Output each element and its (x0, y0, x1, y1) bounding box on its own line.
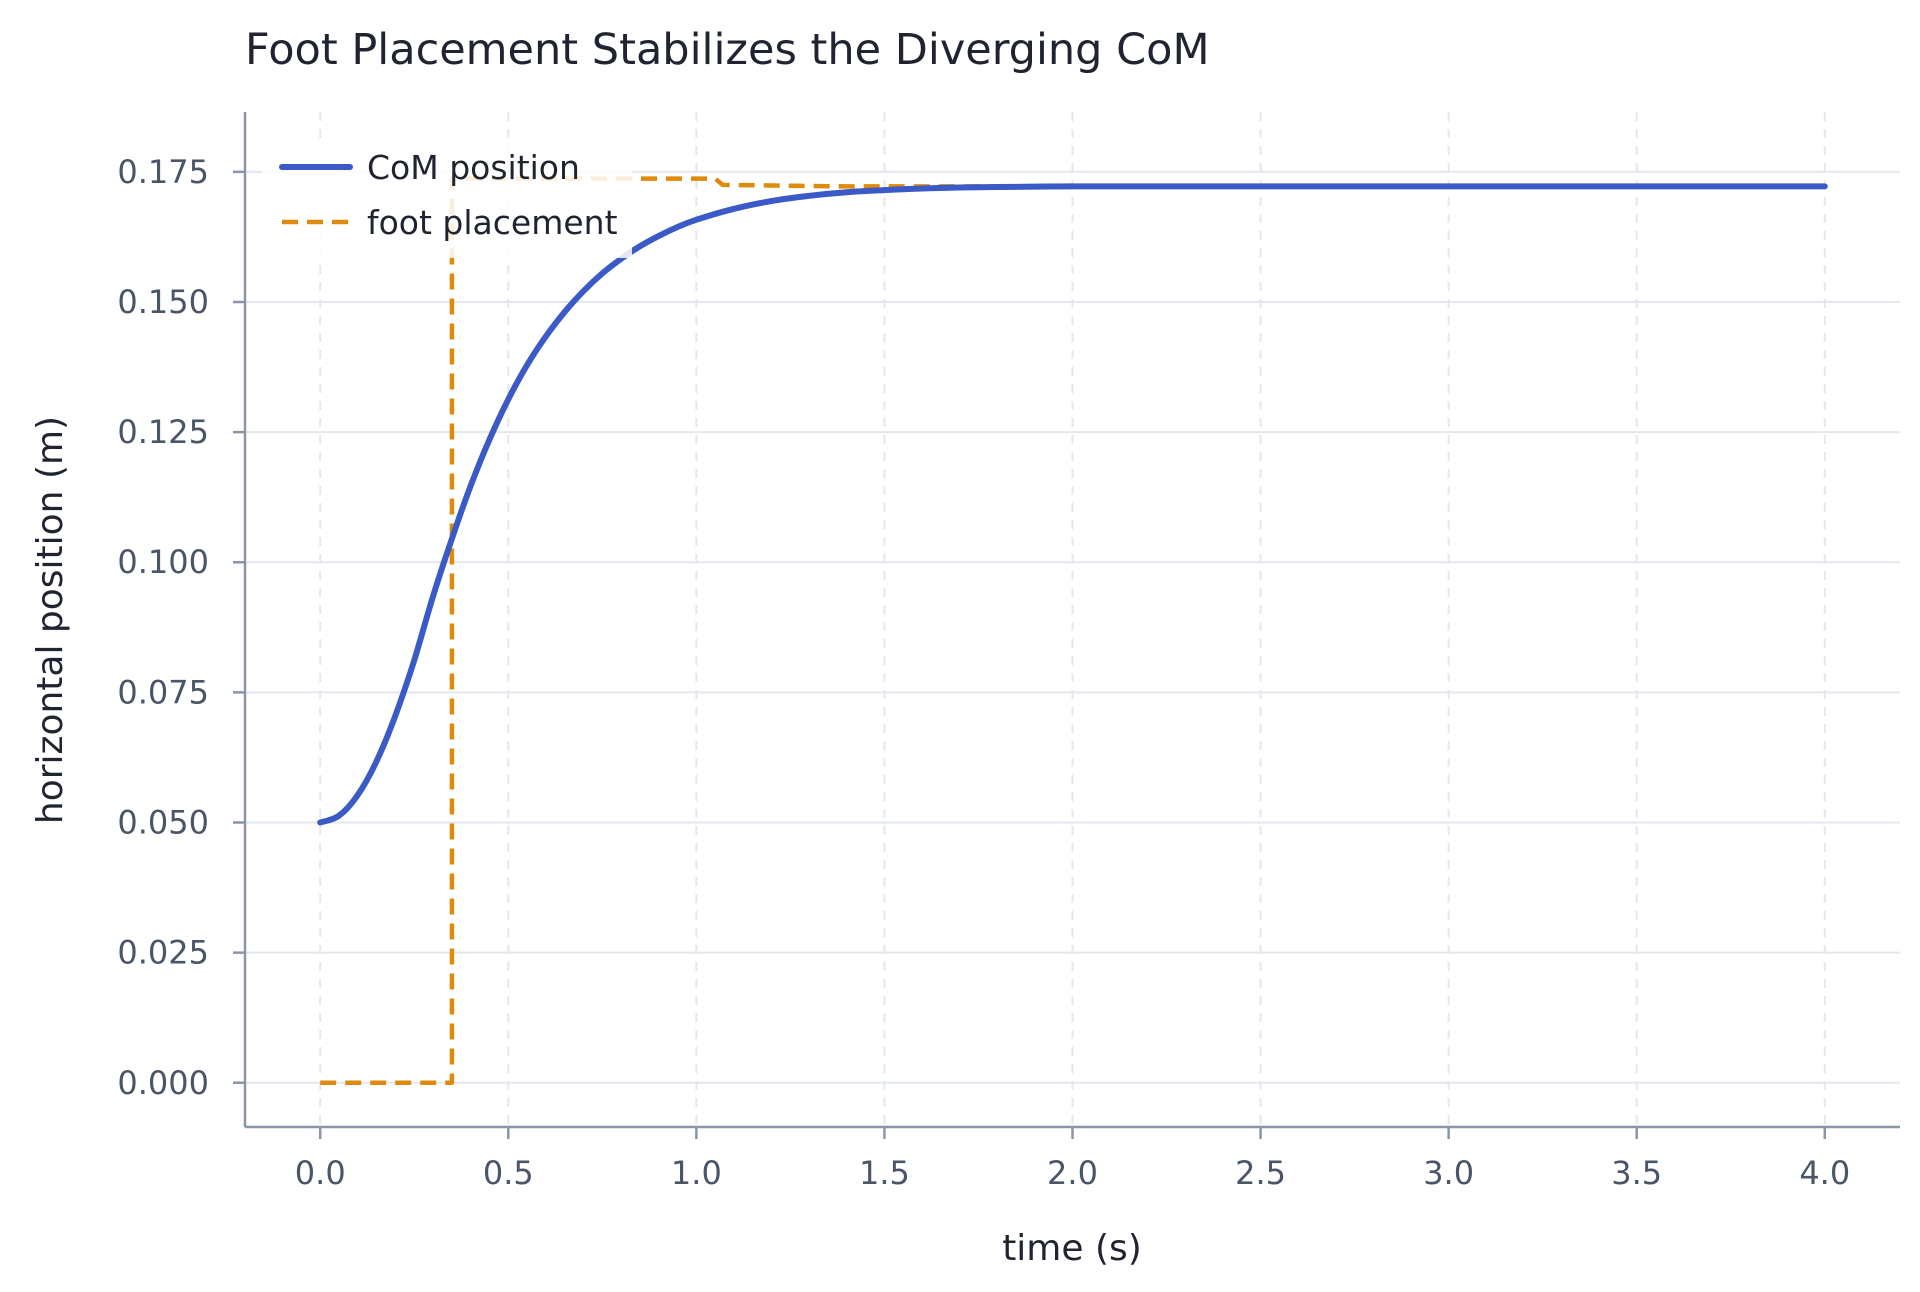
ticks: 0.000 0.025 0.050 0.075 0.100 0.125 0.150 0.175… (117, 153, 1850, 1192)
y-axis-label: horizontal position (m) (30, 416, 71, 824)
x-tick-label: 1.0 (671, 1154, 722, 1192)
y-tick-label: 0.025 (117, 934, 209, 972)
legend: CoM position foot placement (262, 140, 632, 258)
axes (243, 112, 1900, 1129)
legend-label-com-position: CoM position (367, 148, 580, 187)
x-tick-label: 3.5 (1611, 1154, 1662, 1192)
x-tick-label: 1.5 (859, 1154, 910, 1192)
legend-label-foot-placement: foot placement (367, 203, 618, 242)
y-tick-label: 0.050 (117, 804, 209, 842)
y-tick-label: 0.100 (117, 543, 209, 581)
series-line-com-position (317, 183, 1828, 826)
x-tick-label: 2.5 (1235, 1154, 1286, 1192)
x-tick-label: 3.0 (1423, 1154, 1474, 1192)
x-tick-label: 2.0 (1047, 1154, 1098, 1192)
y-tick-label: 0.175 (117, 153, 209, 191)
y-tick-label: 0.075 (117, 673, 209, 711)
grid (245, 112, 1900, 1127)
x-tick-label: 0.5 (483, 1154, 534, 1192)
x-axis-label: time (s) (1002, 1228, 1142, 1269)
legend-box (262, 140, 632, 258)
chart-title: Foot Placement Stabilizes the Diverging … (245, 25, 1210, 75)
plot-area (317, 176, 1828, 1086)
y-tick-label: 0.125 (117, 413, 209, 451)
y-tick-label: 0.150 (117, 283, 209, 321)
y-tick-label: 0.000 (117, 1064, 209, 1102)
x-tick-label: 4.0 (1799, 1154, 1850, 1192)
series-line-foot-placement (320, 176, 1825, 1086)
x-tick-label: 0.0 (295, 1154, 346, 1192)
